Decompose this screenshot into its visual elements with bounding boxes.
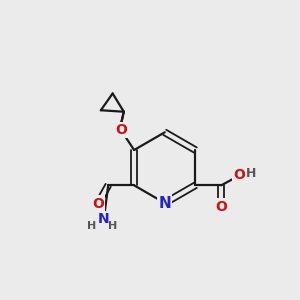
Text: O: O (233, 168, 245, 182)
Text: H: H (87, 221, 96, 231)
Text: N: N (98, 212, 110, 226)
Text: H: H (108, 221, 117, 231)
Text: H: H (246, 167, 256, 180)
Text: O: O (92, 196, 104, 211)
Text: O: O (115, 123, 127, 137)
Text: O: O (215, 200, 227, 214)
Text: N: N (158, 196, 171, 211)
